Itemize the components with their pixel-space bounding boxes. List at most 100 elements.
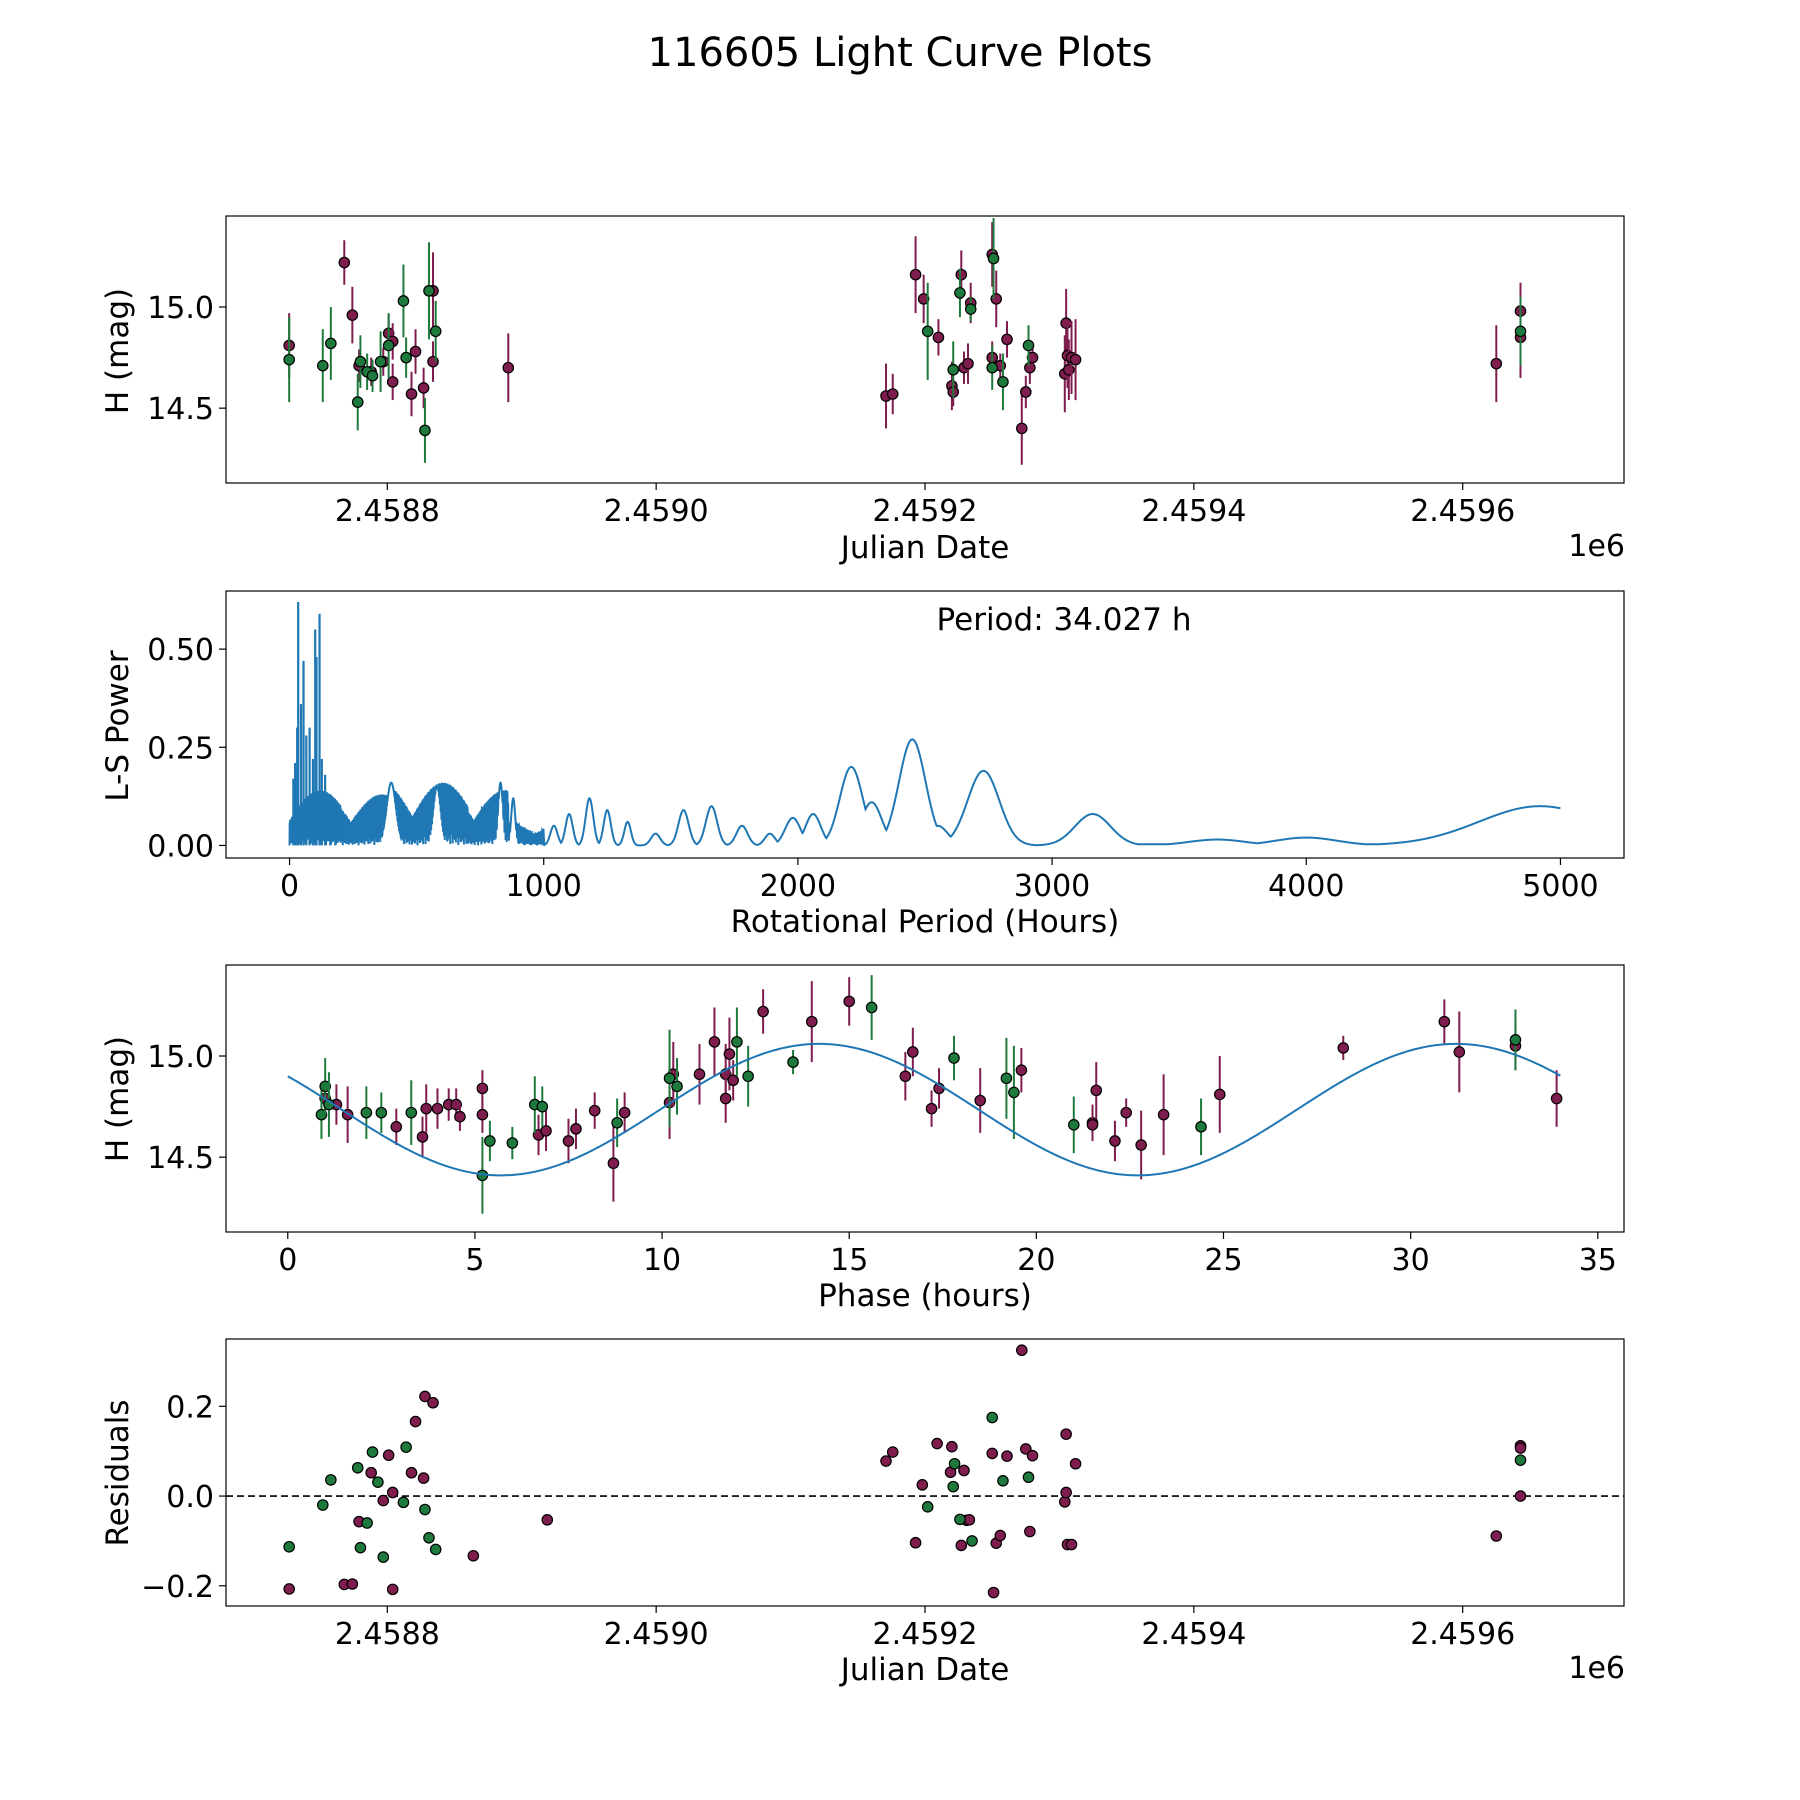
lc-data-point	[351, 396, 364, 408]
phase-data-point	[1135, 1139, 1147, 1151]
lc-x-tick-label: 2.4594	[1141, 494, 1246, 529]
phase-data-point	[540, 1125, 552, 1137]
phase-data-point	[1015, 1064, 1028, 1076]
phase-data-point	[405, 1106, 418, 1119]
resid-data-point	[987, 1586, 1000, 1599]
resid-data-point	[366, 1446, 379, 1458]
phase-data-point	[454, 1110, 466, 1123]
phase-data-point	[805, 1015, 818, 1028]
phase-data-point	[719, 1092, 732, 1105]
resid-x-axis-label: Julian Date	[839, 1652, 1010, 1688]
resid-data-point	[423, 1531, 435, 1544]
resid-data-point	[417, 1472, 430, 1484]
lc-y-tick-label: 14.5	[147, 392, 214, 427]
lc-data-point	[1001, 333, 1013, 346]
phase-data-point	[315, 1108, 328, 1121]
lc-data-point	[947, 363, 960, 376]
resid-y-axis-label: Residuals	[100, 1399, 136, 1546]
resid-data-point	[947, 1480, 960, 1493]
resid-data-point	[1060, 1486, 1072, 1499]
lc-data-point	[909, 268, 922, 281]
resid-data-point	[419, 1503, 431, 1516]
phase-data-point	[390, 1121, 403, 1133]
resid-data-point	[1069, 1457, 1082, 1470]
lc-data	[283, 218, 1527, 465]
lc-x-tick-label: 2.4588	[335, 494, 440, 529]
lc-x-tick-label: 2.4596	[1410, 494, 1515, 529]
phase-data-point	[1213, 1088, 1226, 1101]
resid-data-point	[377, 1494, 390, 1507]
phase-data-point	[420, 1102, 433, 1115]
phase-data-point	[450, 1098, 462, 1111]
phase-data-point	[476, 1108, 489, 1121]
phase-data-point	[1008, 1086, 1020, 1099]
resid-data-point	[397, 1496, 410, 1509]
resid-data-point	[354, 1541, 367, 1554]
resid-x-tick-label: 2.4596	[1410, 1617, 1515, 1652]
lc-data-point	[987, 252, 1000, 265]
lc-data-point	[921, 325, 934, 338]
lc-data-point	[338, 256, 351, 269]
lc-data-point	[962, 357, 974, 370]
resid-data-point	[409, 1415, 422, 1428]
ls-plot-frame	[225, 590, 1625, 859]
lc-data-point	[954, 287, 966, 299]
lc-data-point	[1514, 325, 1527, 338]
resid-data-point	[948, 1457, 961, 1470]
phase-x-axis-label: Phase (hours)	[818, 1278, 1032, 1314]
resid-data-point	[386, 1583, 399, 1596]
phase-data-point	[693, 1068, 706, 1081]
ls-y-tick-label: 0.25	[147, 731, 214, 766]
lc-data-point	[997, 376, 1009, 388]
phase-data-point	[723, 1048, 736, 1060]
resid-y-tick-label: −0.2	[141, 1570, 214, 1605]
lc-data-point	[346, 309, 359, 321]
phase-data-point	[1086, 1118, 1099, 1131]
resid-data-point	[909, 1536, 922, 1549]
phase-data-point	[671, 1080, 683, 1093]
residuals-panel: Julian Date Residuals 1e6 2.4588 2.4590 2.…	[100, 1338, 1625, 1688]
lc-offset-text: 1e6	[1568, 529, 1625, 564]
resid-y-tick-label: 0.2	[166, 1390, 214, 1425]
phase-data-point	[1109, 1135, 1121, 1147]
lc-data-point	[354, 355, 367, 368]
phase-panel: Phase (hours) H (mag) 0 5 10 15 20 25 30 35 14.5…	[100, 964, 1625, 1314]
lc-data-point	[382, 339, 395, 352]
resid-data-point	[1020, 1443, 1032, 1455]
resid-data-point	[1490, 1530, 1503, 1542]
resid-data-point	[986, 1447, 999, 1460]
resid-data-point	[880, 1455, 892, 1467]
phase-x-tick-label: 20	[1017, 1243, 1055, 1278]
phase-data-point	[1337, 1042, 1350, 1054]
resid-x-tick-label: 2.4590	[604, 1617, 709, 1652]
lc-data-point	[400, 351, 412, 364]
resid-data-point	[283, 1583, 295, 1595]
resid-data-point	[994, 1529, 1007, 1542]
resid-data-point	[316, 1499, 329, 1511]
phase-data-point	[570, 1123, 582, 1135]
lc-data-point	[405, 388, 418, 400]
ls-x-tick-label: 1000	[506, 869, 582, 904]
lc-data-point	[1020, 386, 1032, 398]
lc-data-point	[502, 361, 515, 374]
lc-data-point	[374, 355, 387, 368]
resid-data-point	[955, 1539, 968, 1552]
phase-data-point	[431, 1102, 444, 1115]
resid-data-point	[1024, 1525, 1036, 1538]
phase-data-point	[1090, 1084, 1103, 1097]
lc-plot-frame	[225, 215, 1625, 484]
resid-offset-text: 1e6	[1568, 1651, 1625, 1686]
phase-data-point	[1067, 1118, 1080, 1131]
phase-data-point	[899, 1070, 912, 1083]
lc-x-axis-label: Julian Date	[839, 530, 1010, 566]
lc-y-tick-label: 15.0	[147, 291, 214, 326]
ls-x-tick-label: 2000	[760, 869, 836, 904]
lc-data-point	[397, 295, 410, 307]
phase-data-point	[607, 1157, 620, 1170]
lc-data-point	[1022, 339, 1035, 352]
lc-data-point	[964, 303, 977, 315]
phase-x-tick-label: 5	[465, 1243, 484, 1278]
resid-data-point	[954, 1513, 966, 1526]
phase-data-point	[1509, 1034, 1522, 1046]
phase-data-point	[663, 1072, 676, 1085]
